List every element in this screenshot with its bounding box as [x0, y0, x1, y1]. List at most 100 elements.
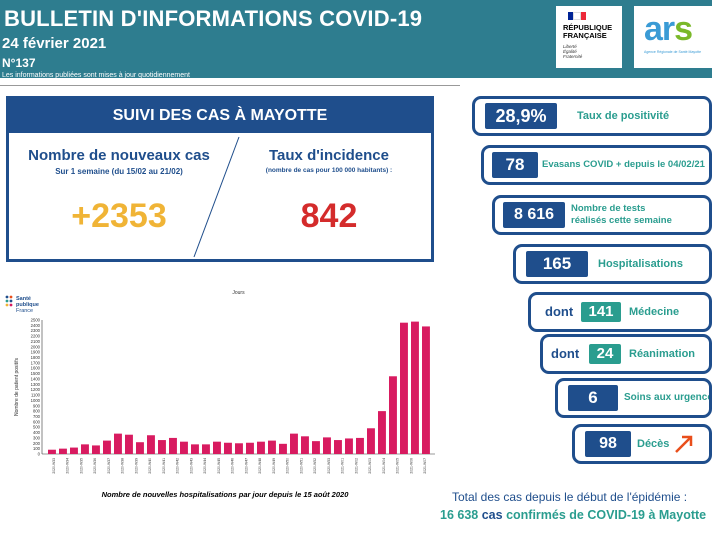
- y-tick-label: 500: [33, 425, 41, 430]
- reanimation-label: Réanimation: [629, 348, 696, 360]
- new-cases-value: +2353: [71, 197, 167, 235]
- ars-logo-sub: Agence Régionale de Santé Mayotte: [644, 50, 702, 54]
- x-tick-label: 2021-W01: [341, 458, 345, 474]
- x-tick-label: 2021-W02: [354, 458, 358, 474]
- x-tick-label: 2021-W04: [382, 458, 386, 474]
- positivity-value: 28,9%: [485, 103, 557, 129]
- hospitalisation-chart: Santé publique France Jours Nombre de pat…: [0, 286, 450, 501]
- y-tick-label: 1200: [31, 387, 41, 392]
- update-note: Les informations publiées sont mises à j…: [2, 72, 190, 79]
- total-cases-line: 16 638 cas confirmés de COVID-19 à Mayot…: [440, 508, 712, 522]
- bar: [235, 443, 243, 454]
- bar: [356, 437, 364, 454]
- bulletin-number: N°137: [2, 56, 36, 70]
- tests-label-1: Nombre de tests: [571, 203, 646, 214]
- bar: [92, 445, 100, 454]
- x-tick-label: 2020-W44: [203, 458, 207, 474]
- bar: [378, 411, 386, 454]
- x-tick-label: 2020-W39: [134, 458, 138, 474]
- y-tick-label: 600: [33, 419, 41, 424]
- x-tick-label: 2020-W42: [176, 458, 180, 474]
- bar: [136, 442, 144, 454]
- bar: [301, 436, 309, 454]
- sp-line1: Santé: [16, 296, 31, 302]
- y-axis-label: Nombre de patient positifs: [14, 357, 20, 416]
- x-tick-label: 2021-W05: [396, 458, 400, 474]
- x-tick-label: 2020-W34: [66, 458, 70, 474]
- incidence-label: Taux d'incidence: [269, 147, 389, 164]
- bar: [202, 444, 210, 454]
- tests-label-2: réalisés cette semaine: [571, 215, 672, 226]
- bar: [70, 447, 78, 454]
- x-tick-label: 2020-W53: [327, 458, 331, 474]
- y-tick-label: 2200: [31, 334, 41, 339]
- urgences-value: 6: [568, 385, 618, 411]
- x-tick-label: 2020-W35: [79, 458, 83, 474]
- deces-label: Décès: [637, 438, 670, 450]
- evasans-label: Evasans COVID + depuis le 04/02/21: [542, 159, 705, 170]
- divider: [0, 85, 460, 86]
- medecine-dont: dont: [545, 304, 574, 319]
- x-tick-label: 2021-W07: [423, 458, 427, 474]
- x-tick-label: 2020-W52: [313, 458, 317, 474]
- bar: [422, 326, 430, 454]
- bar: [48, 449, 56, 454]
- new-cases-label: Nombre de nouveaux cas: [28, 147, 210, 164]
- sp-line2: publique: [16, 302, 39, 308]
- chart-svg: Jours Nombre de patient positifs 010020030…: [14, 290, 435, 474]
- motto-liberte: Liberté: [563, 44, 577, 49]
- x-tick-label: 2020-W47: [244, 458, 248, 474]
- bar: [312, 441, 320, 454]
- bar: [345, 438, 353, 454]
- reanimation-value: 24: [589, 344, 621, 364]
- x-tick-label: 2021-W06: [409, 458, 413, 474]
- urgences-card: 6 Soins aux urgences: [555, 378, 712, 418]
- rf-line2: FRANÇAISE: [563, 31, 607, 40]
- y-tick-label: 1000: [31, 398, 41, 403]
- ars-logo-text: ars: [644, 10, 693, 48]
- total-cases-count: 16 638: [440, 508, 479, 522]
- incidence-value: 842: [300, 197, 358, 235]
- y-tick-label: 100: [33, 446, 41, 451]
- french-flag-icon: [568, 12, 586, 20]
- x-tick-label: 2020-W45: [217, 458, 221, 474]
- x-tick-label: 2020-W40: [148, 458, 152, 474]
- bar: [334, 440, 342, 454]
- bar: [323, 437, 331, 454]
- total-cases-label: Total des cas depuis le début de l'épidé…: [452, 490, 688, 504]
- incidence-sub: (nombre de cas pour 100 000 habitants) :: [265, 167, 393, 174]
- new-cases-period: Sur 1 semaine (du 15/02 au 21/02): [55, 167, 183, 176]
- reanimation-dont: dont: [551, 346, 580, 361]
- evasans-value: 78: [492, 152, 538, 178]
- y-tick-label: 1700: [31, 360, 41, 365]
- y-tick-label: 700: [33, 414, 41, 419]
- motto-fraternite: Fraternité: [563, 54, 583, 59]
- sante-publique-logo: Santé publique France: [4, 292, 54, 322]
- deces-value: 98: [585, 431, 631, 457]
- bar: [400, 322, 408, 454]
- medecine-card: dont 141 Médecine: [528, 292, 712, 332]
- y-tick-label: 400: [33, 430, 41, 435]
- medecine-value: 141: [581, 302, 621, 322]
- chart-title: Jours: [232, 290, 245, 296]
- bar: [169, 437, 177, 454]
- reanimation-card: dont 24 Réanimation: [540, 334, 712, 374]
- bar: [279, 443, 287, 454]
- y-tick-label: 2300: [31, 328, 41, 333]
- y-tick-label: 1900: [31, 350, 41, 355]
- bar: [147, 435, 155, 454]
- x-tick-label: 2020-W41: [162, 458, 166, 474]
- y-tick-label: 2000: [31, 344, 41, 349]
- x-tick-label: 2021-W03: [368, 458, 372, 474]
- positivity-label: Taux de positivité: [577, 110, 670, 122]
- x-tick-label: 2020-W48: [258, 458, 262, 474]
- hosp-value: 165: [526, 251, 588, 277]
- hosp-label: Hospitalisations: [598, 258, 683, 270]
- y-tick-label: 0: [38, 452, 41, 457]
- bar: [367, 428, 375, 454]
- x-tick-label: 2020-W50: [286, 458, 290, 474]
- cases-panel: SUIVI DES CAS À MAYOTTE Nombre de nouvea…: [6, 96, 434, 262]
- bar: [103, 440, 111, 454]
- bar: [191, 444, 199, 454]
- bar: [59, 448, 67, 454]
